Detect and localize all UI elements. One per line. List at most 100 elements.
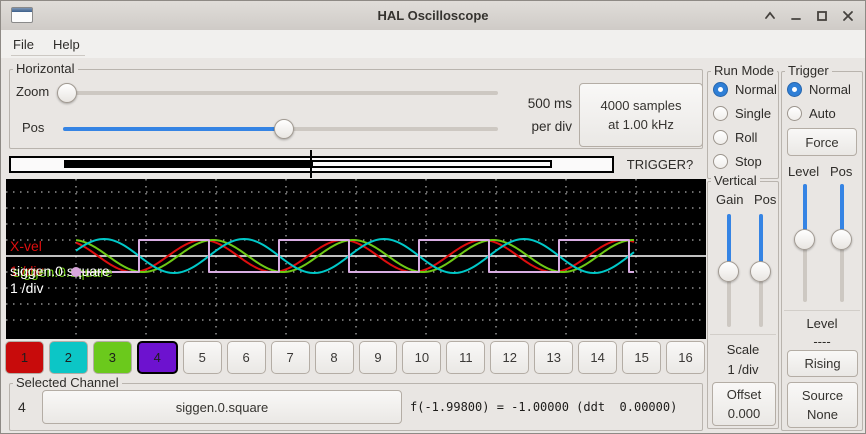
samples-line1: 4000 samples xyxy=(600,98,682,113)
channel-button-12[interactable]: 12 xyxy=(490,341,530,374)
channel-button-10[interactable]: 10 xyxy=(402,341,442,374)
channel-button-4[interactable]: 4 xyxy=(136,341,178,374)
channel-button-8[interactable]: 8 xyxy=(314,341,354,374)
horizontal-group-label: Horizontal xyxy=(13,61,78,76)
trigger-source-button[interactable]: Source None xyxy=(787,382,858,428)
trigger-source-line1: Source xyxy=(801,388,844,403)
channel-source-button[interactable]: siggen.0.square xyxy=(42,390,402,424)
scope-overlay-text: siggen.0.square xyxy=(13,264,113,280)
close-icon[interactable] xyxy=(838,6,858,26)
channel-button-2[interactable]: 2 xyxy=(48,341,88,374)
zoom-label: Zoom xyxy=(16,84,50,99)
trigger-options: Normal Auto xyxy=(782,76,851,127)
radio-label: Auto xyxy=(809,106,836,121)
scope-display: X-vel 1 /div siggen.0.square siggen.0.squar… xyxy=(6,179,706,339)
radio-label: Roll xyxy=(735,130,758,145)
radio-label: Stop xyxy=(735,154,762,169)
trigger-source-line2: None xyxy=(806,407,839,422)
channel-button-13[interactable]: 13 xyxy=(534,341,574,374)
trigger-group: Trigger Normal Auto Force Level Pos Level… xyxy=(781,63,863,431)
gain-slider-handle[interactable] xyxy=(718,261,739,282)
trigger-level-slider-handle[interactable] xyxy=(794,229,815,250)
trigger-separator xyxy=(784,310,860,311)
scope-overlay-text: siggen.0.square xyxy=(10,263,110,279)
radio-label: Normal xyxy=(735,82,777,97)
channel-button-1[interactable]: 1 xyxy=(5,341,44,374)
samples-button[interactable]: 4000 samples at 1.00 kHz xyxy=(579,83,703,147)
shade-icon[interactable] xyxy=(760,6,780,26)
trigger-level-value: ---- xyxy=(813,334,831,349)
trigger-status-label: TRIGGER? xyxy=(626,157,694,172)
pos-slider-handle[interactable] xyxy=(274,119,294,139)
record-bar-filled xyxy=(64,160,311,168)
offset-line2: 0.000 xyxy=(727,406,761,421)
scope-overlay-text: X-vel xyxy=(10,238,42,254)
scope-overlay-text: 1 /div xyxy=(10,263,43,279)
radio-icon xyxy=(787,82,802,97)
menu-file[interactable]: File xyxy=(13,37,34,52)
vertical-group-label: Vertical xyxy=(711,173,760,188)
trigger-pos-slider-handle[interactable] xyxy=(831,229,852,250)
channel-button-15[interactable]: 15 xyxy=(622,341,662,374)
trigger-level-label: Level xyxy=(806,316,838,331)
timebase-line2: per div xyxy=(531,119,572,134)
menubar: File Help xyxy=(1,30,865,58)
pos-slider-fill xyxy=(63,127,285,131)
run-mode-roll[interactable]: Roll xyxy=(713,127,777,148)
run-mode-stop[interactable]: Stop xyxy=(713,151,777,172)
maximize-icon[interactable] xyxy=(812,6,832,26)
selected-channel-group-label: Selected Channel xyxy=(13,375,122,390)
gain-slider-fill xyxy=(727,214,731,272)
offset-button[interactable]: Offset 0.000 xyxy=(712,382,776,426)
trigger-level-column-label: Level xyxy=(788,164,820,179)
vertical-pos-slider-fill xyxy=(759,214,763,272)
menu-underline xyxy=(11,55,85,56)
radio-icon xyxy=(713,106,728,121)
force-button[interactable]: Force xyxy=(787,128,857,156)
channel-button-9[interactable]: 9 xyxy=(358,341,398,374)
offset-line1: Offset xyxy=(726,387,762,402)
scale-label: Scale xyxy=(726,342,760,357)
selected-channel-group: Selected Channel 4 siggen.0.square f(-1.… xyxy=(9,375,703,431)
channel-button-14[interactable]: 14 xyxy=(578,341,618,374)
channel-button-16[interactable]: 16 xyxy=(666,341,705,374)
channel-button-6[interactable]: 6 xyxy=(226,341,266,374)
radio-icon xyxy=(713,82,728,97)
trigger-mode-auto[interactable]: Auto xyxy=(787,103,851,124)
menu-help[interactable]: Help xyxy=(53,37,80,52)
trigger-position-marker xyxy=(310,150,312,178)
channel-button-5[interactable]: 5 xyxy=(182,341,222,374)
record-bar-pretrigger xyxy=(311,160,552,168)
channel-button-11[interactable]: 11 xyxy=(446,341,486,374)
timebase-line1: 500 ms xyxy=(527,96,572,111)
trigger-pos-slider-fill xyxy=(840,184,844,240)
pos-label: Pos xyxy=(22,120,45,135)
trigger-level-slider-fill xyxy=(803,184,807,240)
run-mode-group: Run Mode Normal Single Roll Stop xyxy=(707,63,779,179)
trigger-pos-column-label: Pos xyxy=(830,164,853,179)
scale-value: 1 /div xyxy=(727,362,759,377)
scope-overlay-text: 1 /div xyxy=(10,280,43,296)
zoom-slider[interactable] xyxy=(58,91,498,95)
radio-label: Normal xyxy=(809,82,851,97)
channel-button-7[interactable]: 7 xyxy=(270,341,310,374)
trigger-edge-button[interactable]: Rising xyxy=(787,350,858,377)
horizontal-group: Horizontal Zoom Pos 500 ms per div 4000 … xyxy=(9,61,703,149)
zoom-slider-handle[interactable] xyxy=(57,83,77,103)
cursor-readout: f(-1.99800) = -1.00000 (ddt 0.00000) xyxy=(410,400,678,414)
vertical-pos-slider-handle[interactable] xyxy=(750,261,771,282)
gain-column-label: Gain xyxy=(716,192,744,207)
minimize-icon[interactable] xyxy=(786,6,806,26)
window-controls xyxy=(760,1,858,30)
selected-channel-number: 4 xyxy=(18,399,26,415)
trigger-mode-normal[interactable]: Normal xyxy=(787,79,851,100)
channel-button-3[interactable]: 3 xyxy=(92,341,132,374)
trigger-group-label: Trigger xyxy=(785,63,832,78)
radio-icon xyxy=(713,130,728,145)
run-mode-single[interactable]: Single xyxy=(713,103,777,124)
timebase-readout: 500 ms per div xyxy=(488,92,572,138)
run-mode-options: Normal Single Roll Stop xyxy=(708,76,777,175)
run-mode-normal[interactable]: Normal xyxy=(713,79,777,100)
